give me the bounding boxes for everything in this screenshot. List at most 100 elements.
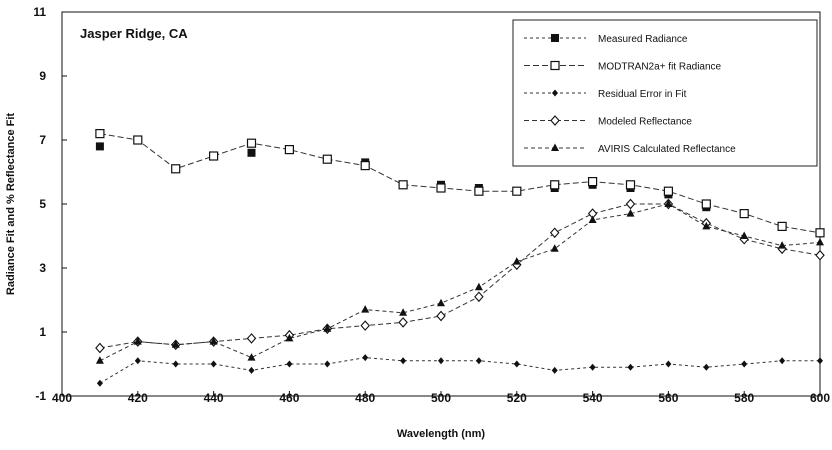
data-point xyxy=(627,363,634,371)
data-point xyxy=(512,186,522,196)
data-point xyxy=(246,333,257,344)
data-point xyxy=(625,198,636,210)
y-tick-label: 5 xyxy=(39,197,46,211)
data-point xyxy=(437,298,445,307)
data-point xyxy=(777,221,787,231)
data-point xyxy=(360,320,370,331)
x-tick-label: 600 xyxy=(810,391,830,405)
data-point xyxy=(398,180,408,190)
legend-label: Modeled Reflectance xyxy=(598,117,692,128)
y-tick-label: 11 xyxy=(33,5,46,19)
data-point xyxy=(550,180,560,190)
data-point xyxy=(626,209,635,217)
data-point xyxy=(95,142,104,151)
data-point xyxy=(400,357,407,365)
data-point xyxy=(550,244,559,252)
series-line xyxy=(99,203,821,349)
series-3 xyxy=(96,354,823,387)
x-tick-label: 400 xyxy=(52,391,72,405)
data-point xyxy=(740,231,749,239)
y-tick-label: 1 xyxy=(39,325,46,339)
data-point xyxy=(133,135,143,145)
data-point xyxy=(324,360,331,368)
data-point xyxy=(438,357,444,365)
legend-marker xyxy=(550,60,560,71)
x-tick-label: 460 xyxy=(279,391,299,405)
data-point xyxy=(816,237,824,246)
data-point xyxy=(209,337,218,345)
series-line xyxy=(99,357,820,384)
x-tick-label: 540 xyxy=(583,391,603,405)
y-tick-label: -1 xyxy=(35,389,46,403)
data-point xyxy=(248,366,255,374)
data-point xyxy=(133,337,142,345)
data-point xyxy=(474,186,484,196)
data-point xyxy=(815,228,825,238)
data-point xyxy=(436,310,446,322)
data-point xyxy=(399,308,408,316)
series-layer xyxy=(95,129,825,387)
x-tick-label: 480 xyxy=(355,391,375,405)
x-tick-label: 440 xyxy=(204,391,224,405)
x-tick-label: 500 xyxy=(431,391,451,405)
data-point xyxy=(739,209,749,219)
data-point xyxy=(210,360,217,368)
legend-marker xyxy=(551,34,559,42)
legend-label: MODTRAN2a+ fit Radiance xyxy=(598,62,722,73)
data-point xyxy=(96,379,103,387)
legend-label: Measured Radiance xyxy=(598,34,688,45)
data-point xyxy=(209,151,219,161)
legend-label: Residual Error in Fit xyxy=(598,89,687,100)
series-2 xyxy=(95,129,825,238)
data-point xyxy=(663,186,674,196)
data-point xyxy=(246,138,257,148)
data-point xyxy=(362,354,369,362)
data-point xyxy=(247,353,256,361)
data-point xyxy=(741,360,748,368)
data-point xyxy=(436,183,446,193)
data-point xyxy=(360,161,370,171)
data-point xyxy=(323,324,332,332)
data-point xyxy=(587,177,598,187)
y-tick-label: 7 xyxy=(39,133,46,147)
data-point xyxy=(817,357,823,365)
data-point xyxy=(247,148,256,157)
x-tick-label: 560 xyxy=(658,391,678,405)
y-tick-label: 9 xyxy=(39,69,46,83)
data-point xyxy=(284,145,294,155)
data-point xyxy=(475,357,482,365)
data-point xyxy=(95,342,105,354)
x-tick-label: 580 xyxy=(734,391,754,405)
series-line xyxy=(99,203,821,362)
data-point xyxy=(589,363,596,371)
data-point xyxy=(95,129,105,139)
data-point xyxy=(665,360,672,368)
data-point xyxy=(778,241,787,249)
data-point xyxy=(474,291,484,303)
series-line xyxy=(99,133,821,234)
data-point xyxy=(779,357,786,365)
data-point xyxy=(588,215,597,223)
data-point xyxy=(171,164,181,174)
data-point xyxy=(285,333,294,342)
data-point xyxy=(361,305,370,313)
data-point xyxy=(513,360,520,368)
legend-marker xyxy=(551,143,559,151)
data-point xyxy=(701,199,711,209)
data-point xyxy=(815,249,825,261)
data-point xyxy=(549,227,560,239)
y-axis-title: Radiance Fit and % Reflectance Fit xyxy=(5,113,17,295)
series-5 xyxy=(95,199,824,364)
data-point xyxy=(322,154,332,164)
legend-label: AVIRIS Calculated Reflectance xyxy=(598,144,736,155)
legend-marker xyxy=(552,89,558,97)
data-point xyxy=(474,282,483,291)
data-point xyxy=(172,360,179,368)
x-tick-label: 420 xyxy=(128,391,148,405)
x-axis-title: Wavelength (nm) xyxy=(397,428,486,440)
data-point xyxy=(702,221,711,230)
legend-marker xyxy=(550,115,560,126)
data-point xyxy=(664,199,673,207)
data-point xyxy=(95,356,104,364)
